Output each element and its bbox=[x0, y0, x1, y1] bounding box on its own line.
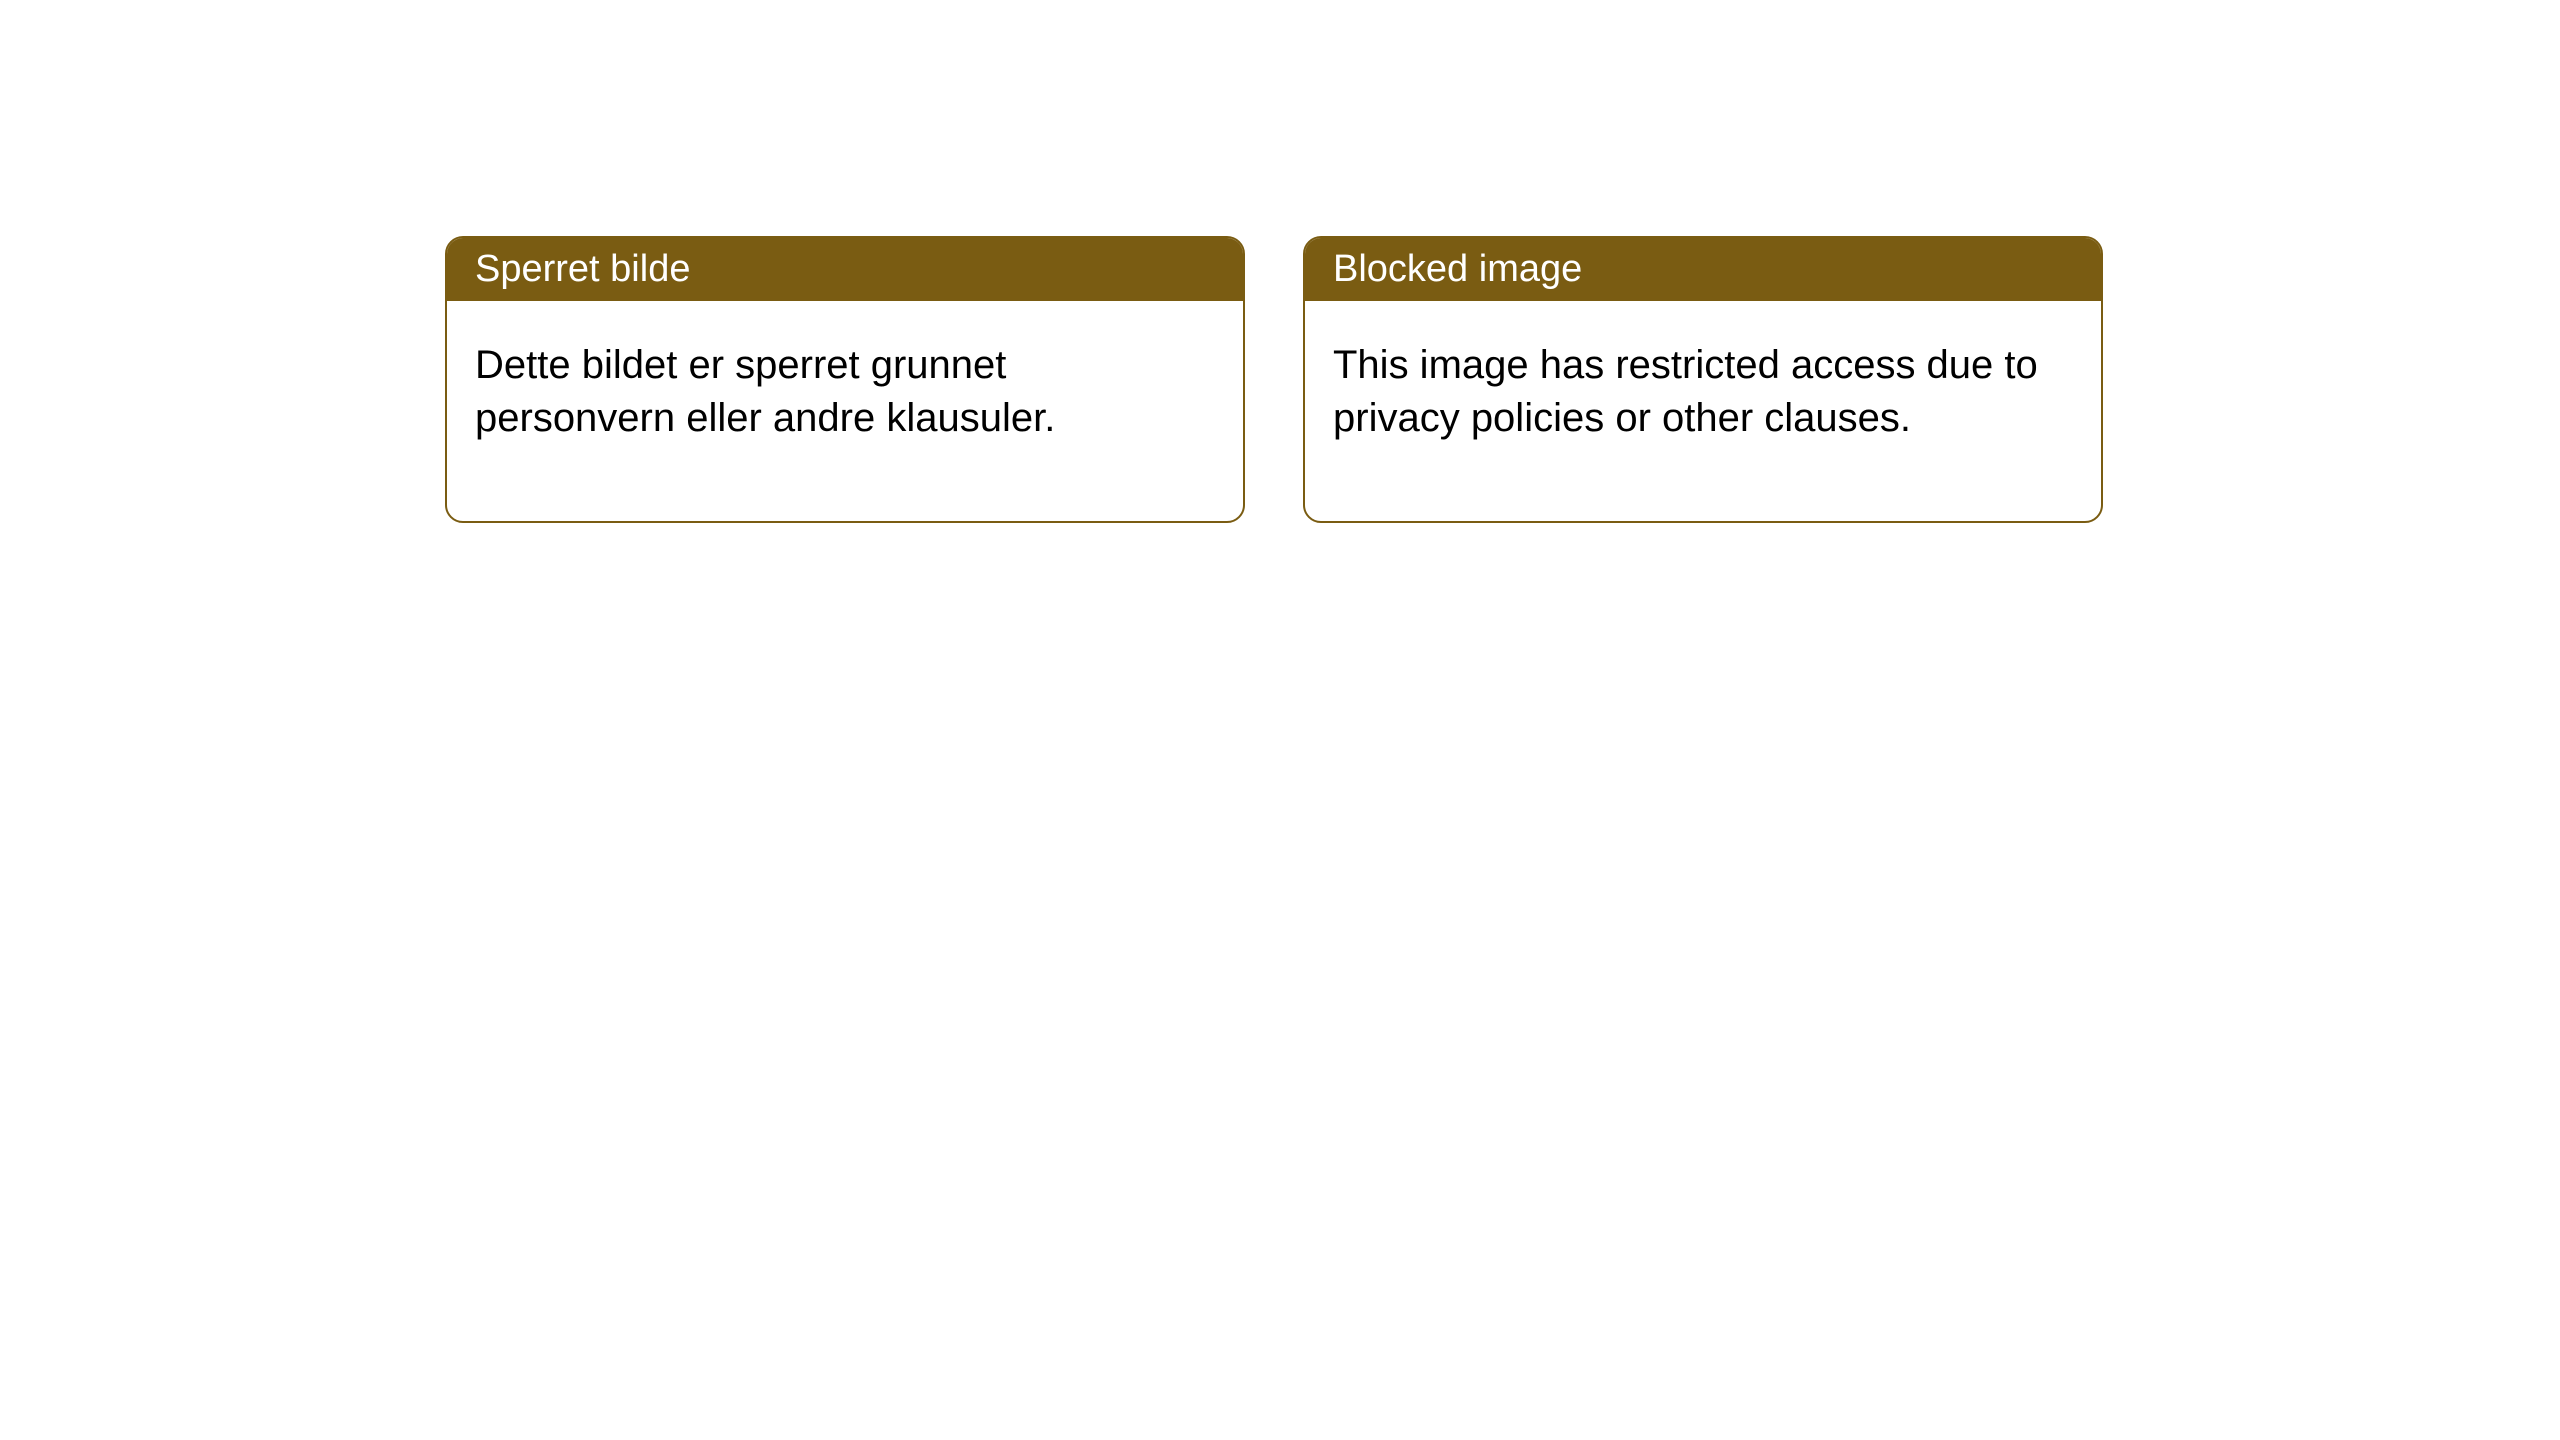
notice-card-norwegian: Sperret bilde Dette bildet er sperret gr… bbox=[445, 236, 1245, 523]
card-body: This image has restricted access due to … bbox=[1305, 301, 2101, 521]
card-title: Sperret bilde bbox=[475, 248, 690, 290]
card-header: Sperret bilde bbox=[447, 238, 1243, 301]
card-body-text: Dette bildet er sperret grunnet personve… bbox=[475, 343, 1055, 440]
card-body: Dette bildet er sperret grunnet personve… bbox=[447, 301, 1243, 521]
notice-cards-container: Sperret bilde Dette bildet er sperret gr… bbox=[0, 0, 2560, 523]
card-body-text: This image has restricted access due to … bbox=[1333, 343, 2038, 440]
notice-card-english: Blocked image This image has restricted … bbox=[1303, 236, 2103, 523]
card-title: Blocked image bbox=[1333, 248, 1582, 290]
card-header: Blocked image bbox=[1305, 238, 2101, 301]
